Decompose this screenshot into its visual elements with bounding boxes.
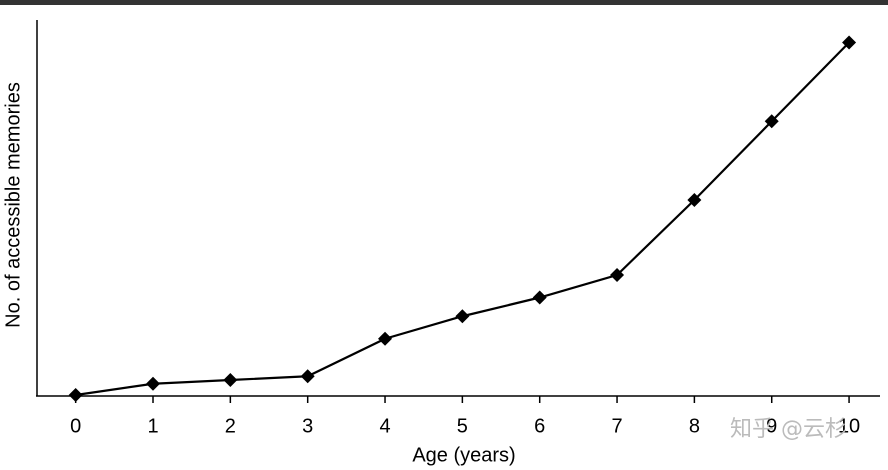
x-tick-label: 5 bbox=[457, 415, 468, 437]
x-tick-label: 7 bbox=[611, 415, 622, 437]
x-tick-label: 10 bbox=[838, 415, 860, 437]
x-tick-label: 9 bbox=[766, 415, 777, 437]
x-tick-label: 1 bbox=[147, 415, 158, 437]
x-tick-label: 0 bbox=[70, 415, 81, 437]
marker bbox=[300, 369, 315, 384]
marker bbox=[764, 114, 779, 129]
x-tick-label: 3 bbox=[302, 415, 313, 437]
y-axis-label: No. of accessible memories bbox=[2, 82, 24, 328]
marker bbox=[842, 35, 857, 50]
marker bbox=[455, 309, 470, 324]
marker bbox=[378, 331, 393, 346]
marker bbox=[610, 268, 625, 282]
line bbox=[75, 41, 850, 397]
marker bbox=[687, 193, 702, 207]
x-axis-label: Age (years) bbox=[412, 444, 515, 466]
x-tick-label: 8 bbox=[689, 415, 700, 437]
marker bbox=[68, 388, 83, 402]
x-tick-label: 2 bbox=[225, 415, 236, 437]
marker bbox=[223, 373, 238, 387]
marker bbox=[532, 290, 547, 305]
top-strip bbox=[0, 0, 888, 5]
marker bbox=[146, 376, 161, 391]
watermark: 知乎 @云杉 bbox=[730, 417, 847, 442]
x-tick-label: 4 bbox=[379, 415, 390, 437]
x-tick-label: 6 bbox=[534, 415, 545, 437]
